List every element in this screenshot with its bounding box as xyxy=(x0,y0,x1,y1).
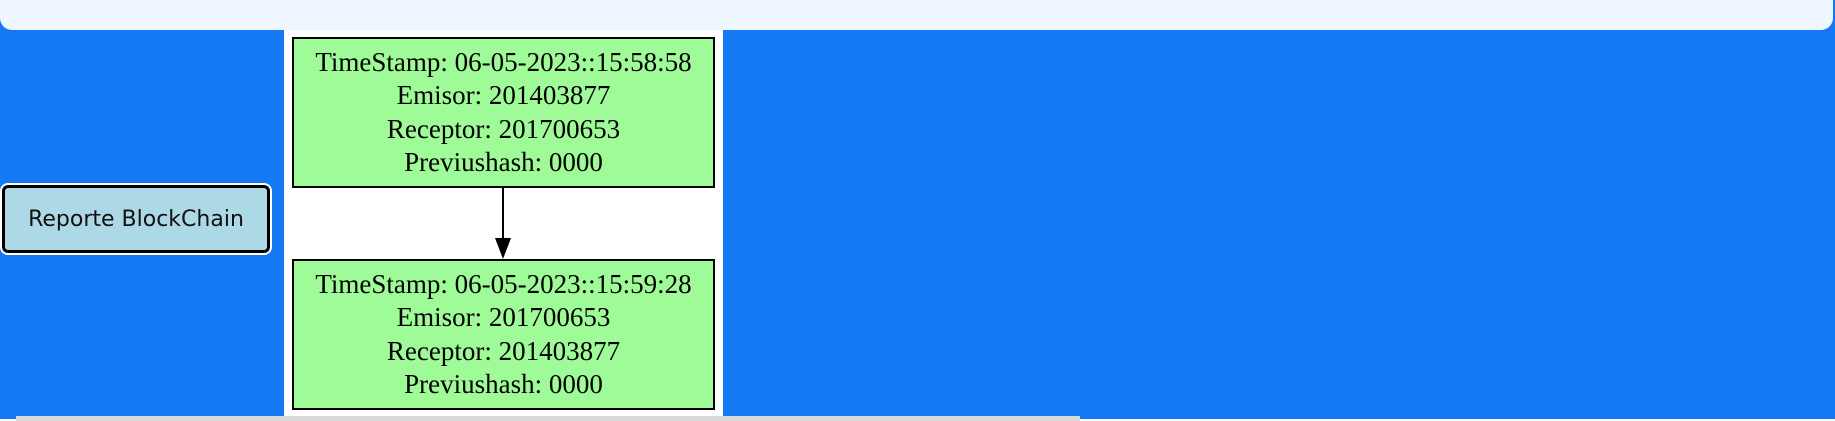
blockchain-graph: TimeStamp: 06-05-2023::15:58:58 Emisor: … xyxy=(284,30,723,418)
block-node: TimeStamp: 06-05-2023::15:59:28 Emisor: … xyxy=(292,259,715,410)
block-previushash: Previushash: 0000 xyxy=(404,369,603,399)
block-emisor: Emisor: 201700653 xyxy=(396,302,611,332)
block-node: TimeStamp: 06-05-2023::15:58:58 Emisor: … xyxy=(292,37,715,188)
block-timestamp: TimeStamp: 06-05-2023::15:58:58 xyxy=(315,46,692,77)
block-emisor: Emisor: 201403877 xyxy=(396,80,611,110)
block-receptor: Receptor: 201403877 xyxy=(386,335,621,366)
top-bar xyxy=(0,0,1833,30)
block-previushash: Previushash: 0000 xyxy=(404,147,603,177)
horizontal-scrollbar[interactable] xyxy=(16,416,1080,421)
reporte-blockchain-button[interactable]: Reporte BlockChain xyxy=(2,185,270,253)
block-receptor: Receptor: 201700653 xyxy=(386,113,621,144)
block-timestamp: TimeStamp: 06-05-2023::15:59:28 xyxy=(315,268,692,299)
